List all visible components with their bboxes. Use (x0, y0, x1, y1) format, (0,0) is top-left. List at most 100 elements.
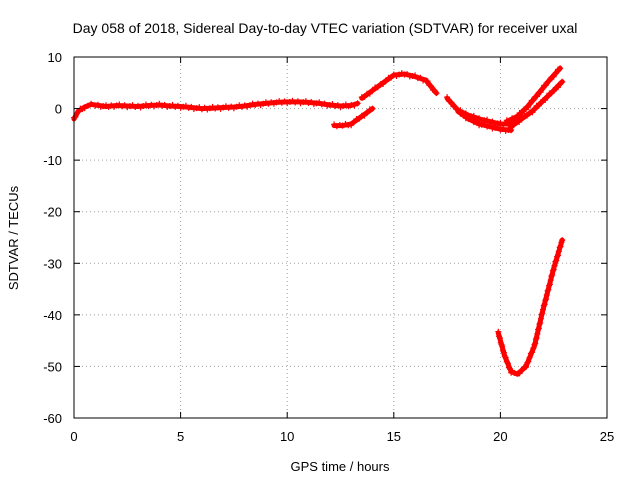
data-point (88, 100, 95, 107)
data-point (348, 122, 355, 129)
data-point (526, 354, 533, 361)
series-track-5 (454, 107, 515, 134)
data-point (518, 115, 525, 122)
data-point (549, 271, 556, 278)
data-point (555, 248, 562, 255)
x-tick-label: 5 (177, 429, 184, 444)
data-point (356, 115, 363, 122)
data-point (530, 97, 537, 104)
data-point (541, 301, 548, 308)
data-point (530, 345, 537, 352)
data-point (212, 105, 219, 112)
data-point (542, 297, 549, 304)
data-point (496, 335, 503, 342)
data-point (523, 364, 529, 370)
data-point (318, 101, 325, 108)
data-point (92, 102, 99, 109)
data-point (158, 102, 165, 109)
data-point (348, 101, 355, 108)
data-point (531, 106, 538, 113)
data-point (448, 99, 455, 106)
data-point (516, 119, 523, 125)
series-track-6 (503, 65, 564, 124)
data-point (537, 315, 544, 322)
data-point (193, 105, 200, 112)
data-point (150, 103, 157, 110)
data-point (559, 237, 566, 244)
data-point (537, 319, 544, 326)
data-point (81, 105, 88, 112)
data-point (361, 93, 368, 100)
data-point (342, 120, 349, 127)
data-point (460, 111, 467, 118)
data-point (539, 85, 546, 92)
data-point (543, 292, 550, 298)
data-point (428, 83, 435, 90)
data-point (556, 244, 563, 251)
tick-layer: 0 5 10 15 20 25 10 0 -10 -20 -30 -40 -50 -60 (43, 50, 614, 444)
data-point (495, 328, 502, 335)
data-point (542, 97, 549, 103)
data-point (454, 107, 461, 113)
data-point (497, 126, 504, 133)
data-point (537, 89, 544, 96)
data-point (539, 310, 546, 317)
data-point (511, 369, 518, 376)
data-point (326, 102, 333, 108)
data-point (550, 266, 557, 273)
data-point (220, 104, 227, 111)
data-point (540, 302, 547, 309)
data-point (206, 105, 213, 112)
data-point (546, 282, 553, 289)
data-point (552, 70, 559, 77)
data-point (529, 109, 536, 116)
data-point (337, 104, 344, 111)
data-point (532, 340, 539, 347)
data-point (549, 267, 556, 274)
data-point (457, 110, 464, 117)
data-point (525, 358, 532, 365)
data-point (433, 90, 440, 97)
data-point (369, 105, 376, 112)
x-tick-label: 20 (493, 429, 507, 444)
data-point (518, 109, 525, 116)
data-point (424, 78, 431, 85)
data-point (507, 366, 513, 372)
data-point (305, 100, 312, 106)
data-point (273, 99, 280, 106)
data-point (100, 103, 107, 110)
data-point (548, 273, 555, 280)
data-point (369, 87, 376, 94)
data-point (535, 102, 542, 109)
data-point (535, 326, 542, 333)
y-tick-label: -20 (43, 205, 62, 220)
data-point (559, 78, 566, 85)
data-point (555, 84, 561, 91)
data-point (468, 116, 475, 122)
data-point (504, 360, 511, 367)
data-point (554, 253, 561, 260)
data-point (533, 335, 540, 341)
data-point (557, 65, 564, 72)
data-point (525, 104, 532, 111)
data-point (364, 109, 371, 116)
data-point (544, 287, 551, 294)
data-point (542, 82, 549, 89)
grid-layer (74, 57, 607, 418)
data-point (540, 306, 546, 313)
x-tick-label: 10 (280, 429, 294, 444)
y-axis-label: SDTVAR / TECUs (6, 185, 21, 290)
data-point (500, 349, 507, 356)
data-point (166, 103, 173, 109)
y-tick-label: 0 (55, 102, 62, 117)
data-point (297, 100, 304, 107)
data-point (535, 325, 542, 332)
data-point (198, 106, 205, 113)
data-point (531, 341, 538, 348)
data-point (380, 81, 387, 87)
data-point (313, 100, 320, 107)
data-point (473, 119, 480, 126)
data-point (499, 343, 506, 350)
data-point (536, 321, 543, 328)
